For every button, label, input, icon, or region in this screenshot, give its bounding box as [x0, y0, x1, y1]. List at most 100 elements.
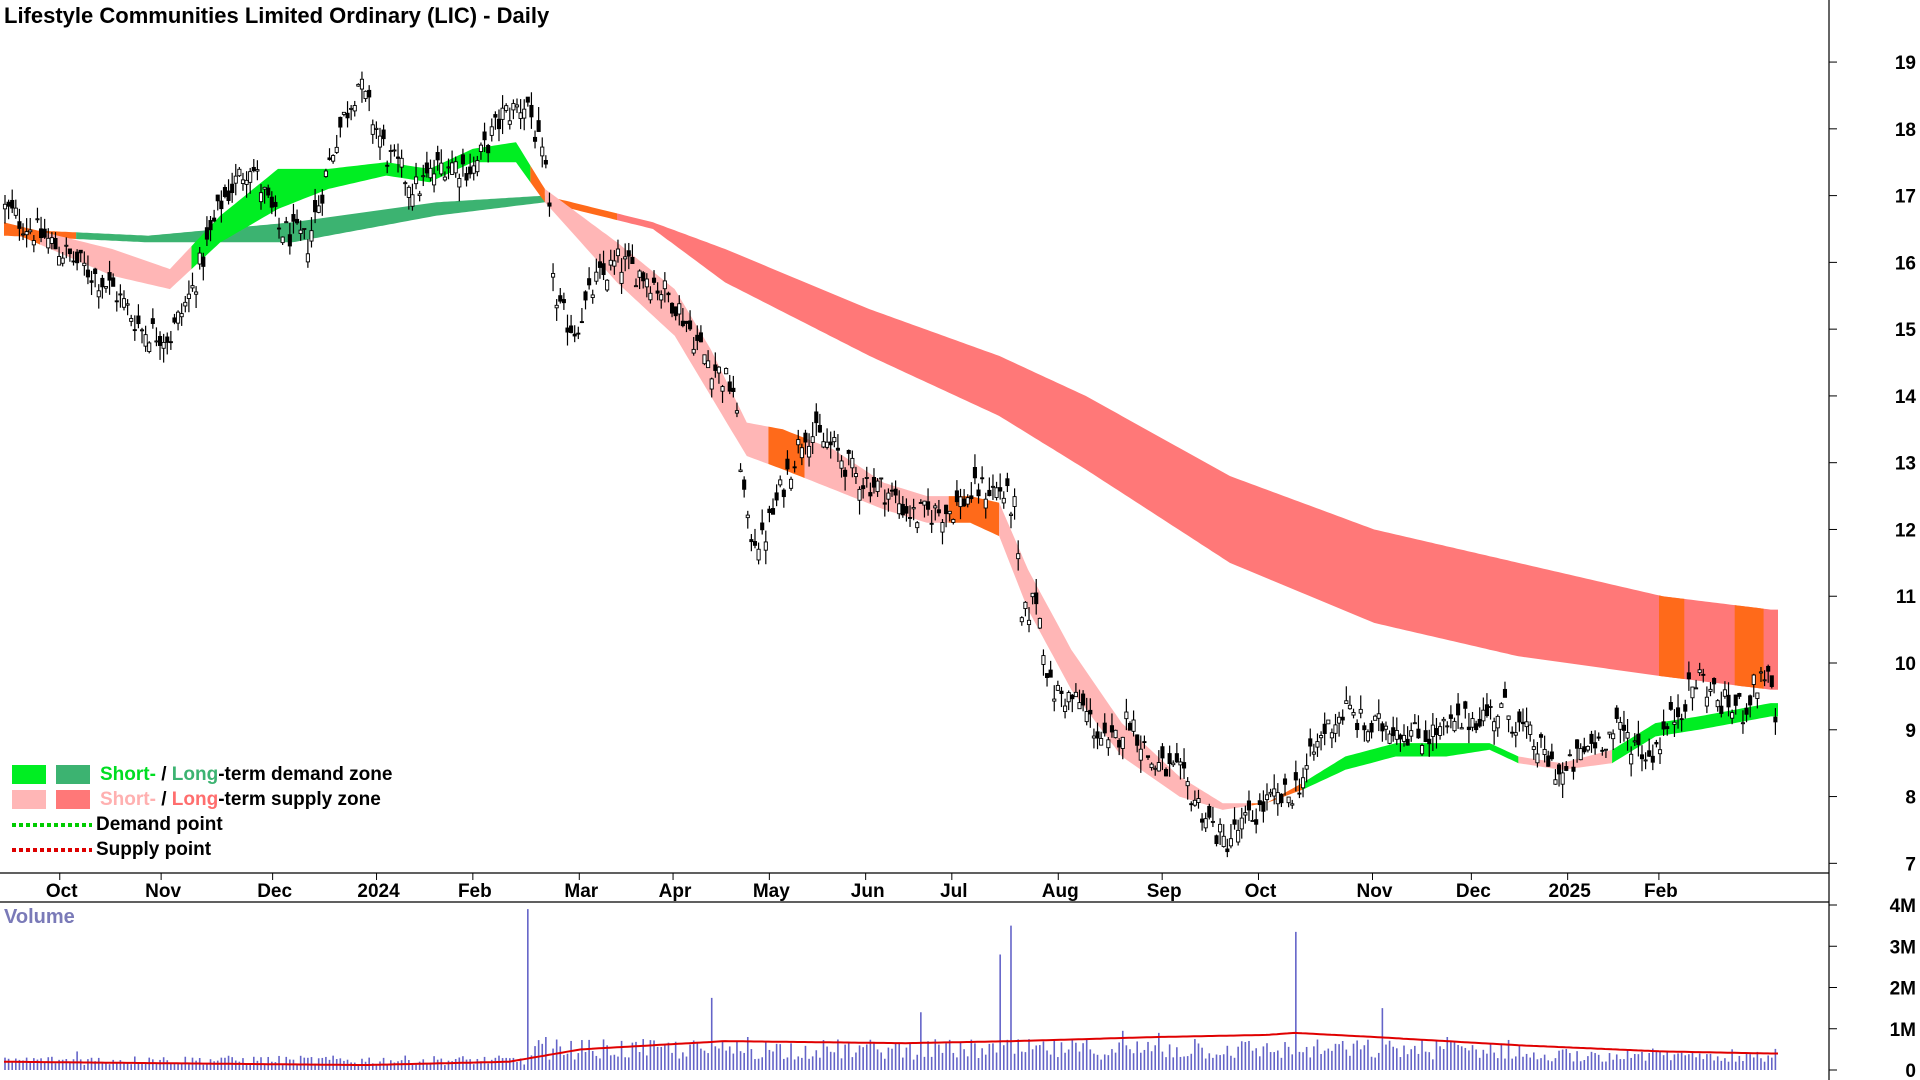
candle-body — [395, 156, 401, 159]
x-tick-label: Nov — [145, 881, 181, 902]
candle-body — [572, 333, 577, 337]
candle-body — [540, 146, 545, 157]
candle-body — [280, 236, 285, 244]
candle-body — [1163, 768, 1169, 777]
candle-body — [262, 186, 267, 190]
candle-body — [976, 489, 981, 497]
candle-body — [1766, 665, 1771, 672]
candle-body — [871, 476, 877, 488]
volume-layer: 4M 3M 2M 1M 0 — [4, 896, 1916, 1080]
candle-body — [1311, 751, 1316, 755]
supply-point-swatch — [12, 847, 92, 852]
candle-body — [230, 183, 235, 194]
candle-body — [1654, 741, 1659, 745]
candle-body — [972, 466, 977, 479]
candle-body — [882, 502, 887, 505]
candle-body — [450, 162, 455, 175]
candle-body — [1596, 736, 1601, 739]
candle-body — [457, 178, 462, 188]
candle-body — [1322, 723, 1327, 734]
candle-body — [1434, 728, 1439, 736]
candle-body — [853, 473, 858, 478]
candle-body — [1034, 592, 1039, 605]
candle-body — [327, 157, 332, 160]
candle-body — [554, 304, 559, 309]
candle-body — [1398, 734, 1403, 740]
candle-body — [1373, 715, 1378, 721]
candle-body — [1553, 779, 1558, 785]
candle-body — [1459, 727, 1464, 730]
candle-body — [482, 131, 487, 141]
candle-body — [468, 166, 473, 175]
long-term-supply-zone — [617, 213, 1778, 690]
candle-body — [1704, 696, 1709, 707]
candle-body — [828, 441, 833, 446]
chart-title: Lifestyle Communities Limited Ordinary (… — [4, 3, 550, 28]
candle-body — [168, 341, 173, 344]
candle-body — [1575, 739, 1580, 749]
legend-supply-point-label: Supply point — [96, 839, 212, 860]
candle-body — [1257, 800, 1262, 806]
candle-body — [1387, 733, 1392, 744]
short-term-supply-zone — [1518, 749, 1613, 770]
candle-body — [752, 541, 758, 546]
short-term-supply-zone — [999, 502, 1252, 810]
candle-body — [655, 290, 660, 294]
candle-body — [1697, 669, 1702, 674]
y-tick-label: 12 — [1895, 520, 1916, 541]
candle-body — [644, 278, 649, 288]
candle-body — [756, 548, 761, 561]
candle-body — [1481, 709, 1486, 722]
candle-body — [136, 315, 141, 325]
candle-body — [983, 498, 988, 509]
candle-body — [125, 303, 130, 306]
candle-body — [605, 279, 610, 291]
candle-body — [381, 129, 386, 140]
candle-body — [1279, 793, 1284, 804]
candle-body — [1690, 686, 1695, 699]
candle-body — [1275, 792, 1280, 805]
candle-body — [298, 229, 303, 234]
short-term-transition-zone — [530, 165, 545, 203]
candle-body — [918, 502, 923, 504]
candle-body — [597, 261, 602, 268]
candle-body — [749, 539, 754, 543]
candle-body — [864, 477, 869, 479]
candle-body — [1355, 722, 1360, 731]
candle-body — [46, 237, 51, 249]
candle-body — [1326, 719, 1331, 725]
x-tick-label: Feb — [1644, 881, 1678, 902]
candle-body — [269, 196, 274, 208]
candle-body — [1178, 761, 1183, 766]
candle-body — [1383, 725, 1389, 730]
candle-body — [258, 192, 264, 203]
candle-body — [1773, 716, 1778, 723]
candle-body — [1737, 692, 1742, 697]
candle-body — [410, 194, 415, 207]
candle-body — [1668, 702, 1673, 710]
legend-supply-zone: Short- / Long -term supply zone — [12, 787, 392, 812]
y-tick-label: 10 — [1895, 654, 1916, 675]
candle-body — [1456, 703, 1461, 716]
candle-body — [1250, 819, 1255, 822]
candle-body — [367, 89, 372, 98]
candle-body — [204, 227, 209, 240]
candle-body — [1246, 800, 1252, 811]
candle-body — [349, 107, 354, 110]
candle-body — [215, 194, 220, 202]
candle-body — [53, 237, 58, 250]
short-term-demand-zone — [191, 142, 531, 270]
candle-body — [1329, 732, 1334, 739]
candle-body — [129, 318, 134, 322]
candle-body — [471, 165, 476, 174]
candle-body — [1683, 704, 1688, 712]
volume-y-tick-label: 2M — [1890, 979, 1916, 1000]
x-tick-label: 2024 — [357, 881, 400, 902]
candle-body — [1722, 689, 1727, 697]
legend-supply-suffix: -term supply zone — [218, 789, 381, 810]
candle-body — [1099, 738, 1104, 746]
candle-body — [933, 505, 938, 509]
candle-body — [464, 173, 469, 181]
candle-body — [1675, 707, 1681, 718]
